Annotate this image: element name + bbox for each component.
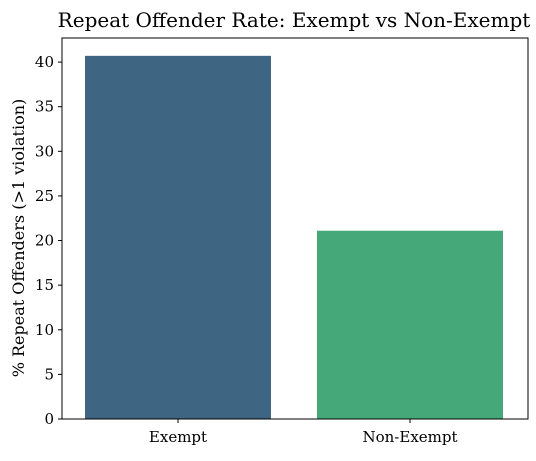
y-tick-label: 15 xyxy=(35,276,54,294)
chart-title: Repeat Offender Rate: Exempt vs Non-Exem… xyxy=(58,8,531,32)
bars-group xyxy=(85,55,503,420)
bar-non-exempt xyxy=(317,230,503,419)
y-axis-label: % Repeat Offenders (>1 violation) xyxy=(9,99,28,378)
y-tick-label: 35 xyxy=(35,98,54,116)
x-tick-label: Non-Exempt xyxy=(362,428,457,446)
plot-frame xyxy=(61,37,529,420)
y-tick-label: 5 xyxy=(44,365,54,383)
y-tick-label: 20 xyxy=(35,232,54,250)
y-axis-ticks: 0 5 10 15 20 25 30 35 40 xyxy=(35,53,62,428)
y-tick-label: 25 xyxy=(35,187,54,205)
bar-exempt xyxy=(85,55,271,420)
y-tick-label: 10 xyxy=(35,321,54,339)
y-tick-label: 40 xyxy=(35,53,54,71)
y-tick-label: 0 xyxy=(44,410,54,428)
y-tick-label: 30 xyxy=(35,142,54,160)
x-tick-label: Exempt xyxy=(149,428,207,446)
x-axis-ticks: Exempt Non-Exempt xyxy=(149,419,458,446)
